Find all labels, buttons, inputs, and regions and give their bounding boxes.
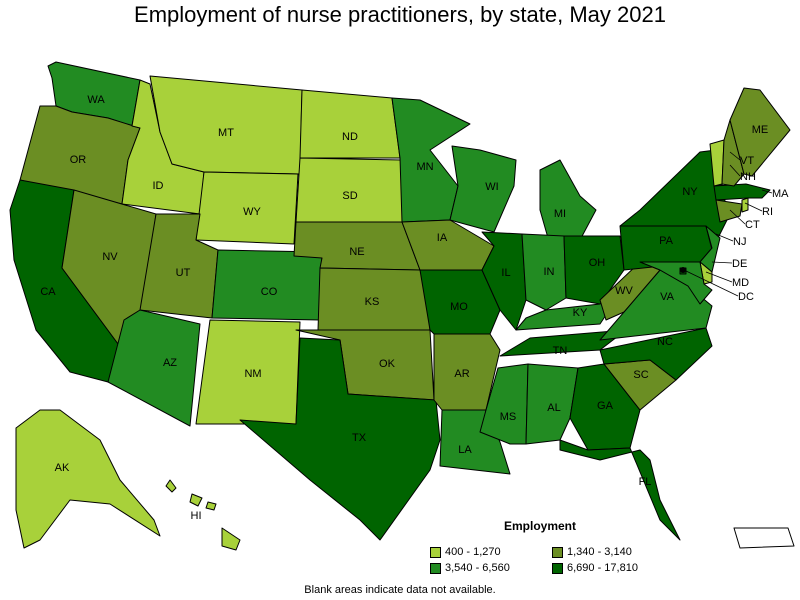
- state-label-ca: CA: [40, 286, 56, 298]
- state-nh[interactable]: [721, 119, 745, 187]
- legend-label: 400 - 1,270: [445, 546, 501, 558]
- state-label-co: CO: [261, 286, 278, 298]
- state-label-ut: UT: [176, 267, 191, 279]
- state-label-sd: SD: [342, 190, 357, 202]
- state-label-dc: DC: [738, 291, 754, 303]
- state-mt[interactable]: [149, 75, 303, 175]
- state-label-mt: MT: [218, 127, 234, 139]
- state-label-ks: KS: [365, 296, 380, 308]
- state-label-fl: FL: [639, 476, 652, 488]
- state-ma[interactable]: [713, 183, 771, 201]
- state-label-nv: NV: [102, 251, 118, 263]
- state-wi[interactable]: [449, 145, 517, 233]
- state-label-ne: NE: [349, 246, 364, 258]
- footnote: Blank areas indicate data not available.: [304, 584, 496, 596]
- legend-item: 1,340 - 3,140: [552, 546, 632, 558]
- state-label-wv: WV: [615, 285, 633, 297]
- state-label-hi: HI: [191, 510, 202, 522]
- state-label-ma: MA: [772, 188, 789, 200]
- state-label-mo: MO: [450, 301, 468, 313]
- state-label-ky: KY: [573, 307, 588, 319]
- state-nd[interactable]: [299, 89, 401, 159]
- state-label-ny: NY: [682, 186, 698, 198]
- state-label-md: MD: [732, 277, 749, 289]
- state-label-nj: NJ: [733, 236, 746, 248]
- state-label-ri: RI: [762, 206, 773, 218]
- legend-item: 6,690 - 17,810: [552, 562, 638, 574]
- legend-swatch: [552, 546, 563, 558]
- state-in[interactable]: [521, 233, 567, 311]
- state-label-mn: MN: [416, 161, 433, 173]
- state-ct[interactable]: [715, 199, 743, 223]
- dc-marker: [680, 267, 686, 273]
- state-label-oh: OH: [589, 257, 606, 269]
- state-label-nc: NC: [657, 336, 673, 348]
- state-label-nh: NH: [740, 171, 756, 183]
- state-label-va: VA: [660, 291, 675, 303]
- state-label-sc: SC: [633, 369, 648, 381]
- legend-item: 3,540 - 6,560: [430, 562, 510, 574]
- state-label-wi: WI: [485, 181, 498, 193]
- state-pr[interactable]: [733, 527, 795, 549]
- state-label-ct: CT: [745, 219, 760, 231]
- state-ny[interactable]: [619, 149, 729, 251]
- state-label-de: DE: [732, 258, 747, 270]
- legend-title: Employment: [504, 519, 577, 533]
- state-label-az: AZ: [163, 357, 177, 369]
- state-ri[interactable]: [741, 197, 749, 213]
- state-md[interactable]: [639, 261, 713, 305]
- state-oh[interactable]: [563, 235, 625, 305]
- legend-label: 3,540 - 6,560: [445, 562, 510, 574]
- state-label-vt: VT: [740, 155, 754, 167]
- state-label-tx: TX: [352, 432, 367, 444]
- state-mi[interactable]: [539, 159, 597, 241]
- state-label-ar: AR: [454, 368, 469, 380]
- state-label-la: LA: [458, 444, 472, 456]
- legend-swatch: [552, 562, 563, 574]
- state-label-ok: OK: [379, 358, 396, 370]
- state-label-me: ME: [752, 124, 769, 136]
- state-label-in: IN: [544, 266, 555, 278]
- legend-swatch: [430, 546, 441, 558]
- state-label-id: ID: [153, 180, 164, 192]
- state-al[interactable]: [525, 363, 579, 445]
- state-az[interactable]: [107, 309, 201, 427]
- state-label-ia: IA: [437, 232, 448, 244]
- state-ak[interactable]: [15, 409, 161, 549]
- state-label-wa: WA: [87, 94, 105, 106]
- state-label-pa: PA: [659, 235, 674, 247]
- state-label-ga: GA: [597, 400, 614, 412]
- legend-label: 1,340 - 3,140: [567, 546, 632, 558]
- state-label-mi: MI: [554, 208, 566, 220]
- legend-swatch: [430, 562, 441, 574]
- state-ky[interactable]: [515, 287, 625, 331]
- state-label-il: IL: [501, 267, 510, 279]
- state-label-nd: ND: [342, 131, 358, 143]
- legend-item: 400 - 1,270: [430, 546, 501, 558]
- state-label-wy: WY: [243, 206, 261, 218]
- legend-label: 6,690 - 17,810: [567, 562, 638, 574]
- map-title: Employment of nurse practitioners, by st…: [134, 2, 666, 27]
- state-label-al: AL: [547, 402, 560, 414]
- state-fl[interactable]: [559, 439, 681, 541]
- state-label-ak: AK: [55, 462, 70, 474]
- state-hi[interactable]: [165, 479, 241, 551]
- state-tx[interactable]: [239, 337, 441, 541]
- state-me[interactable]: [729, 87, 791, 177]
- state-label-tn: TN: [553, 345, 568, 357]
- state-label-or: OR: [70, 154, 87, 166]
- state-label-nm: NM: [244, 368, 261, 380]
- state-label-ms: MS: [500, 411, 517, 423]
